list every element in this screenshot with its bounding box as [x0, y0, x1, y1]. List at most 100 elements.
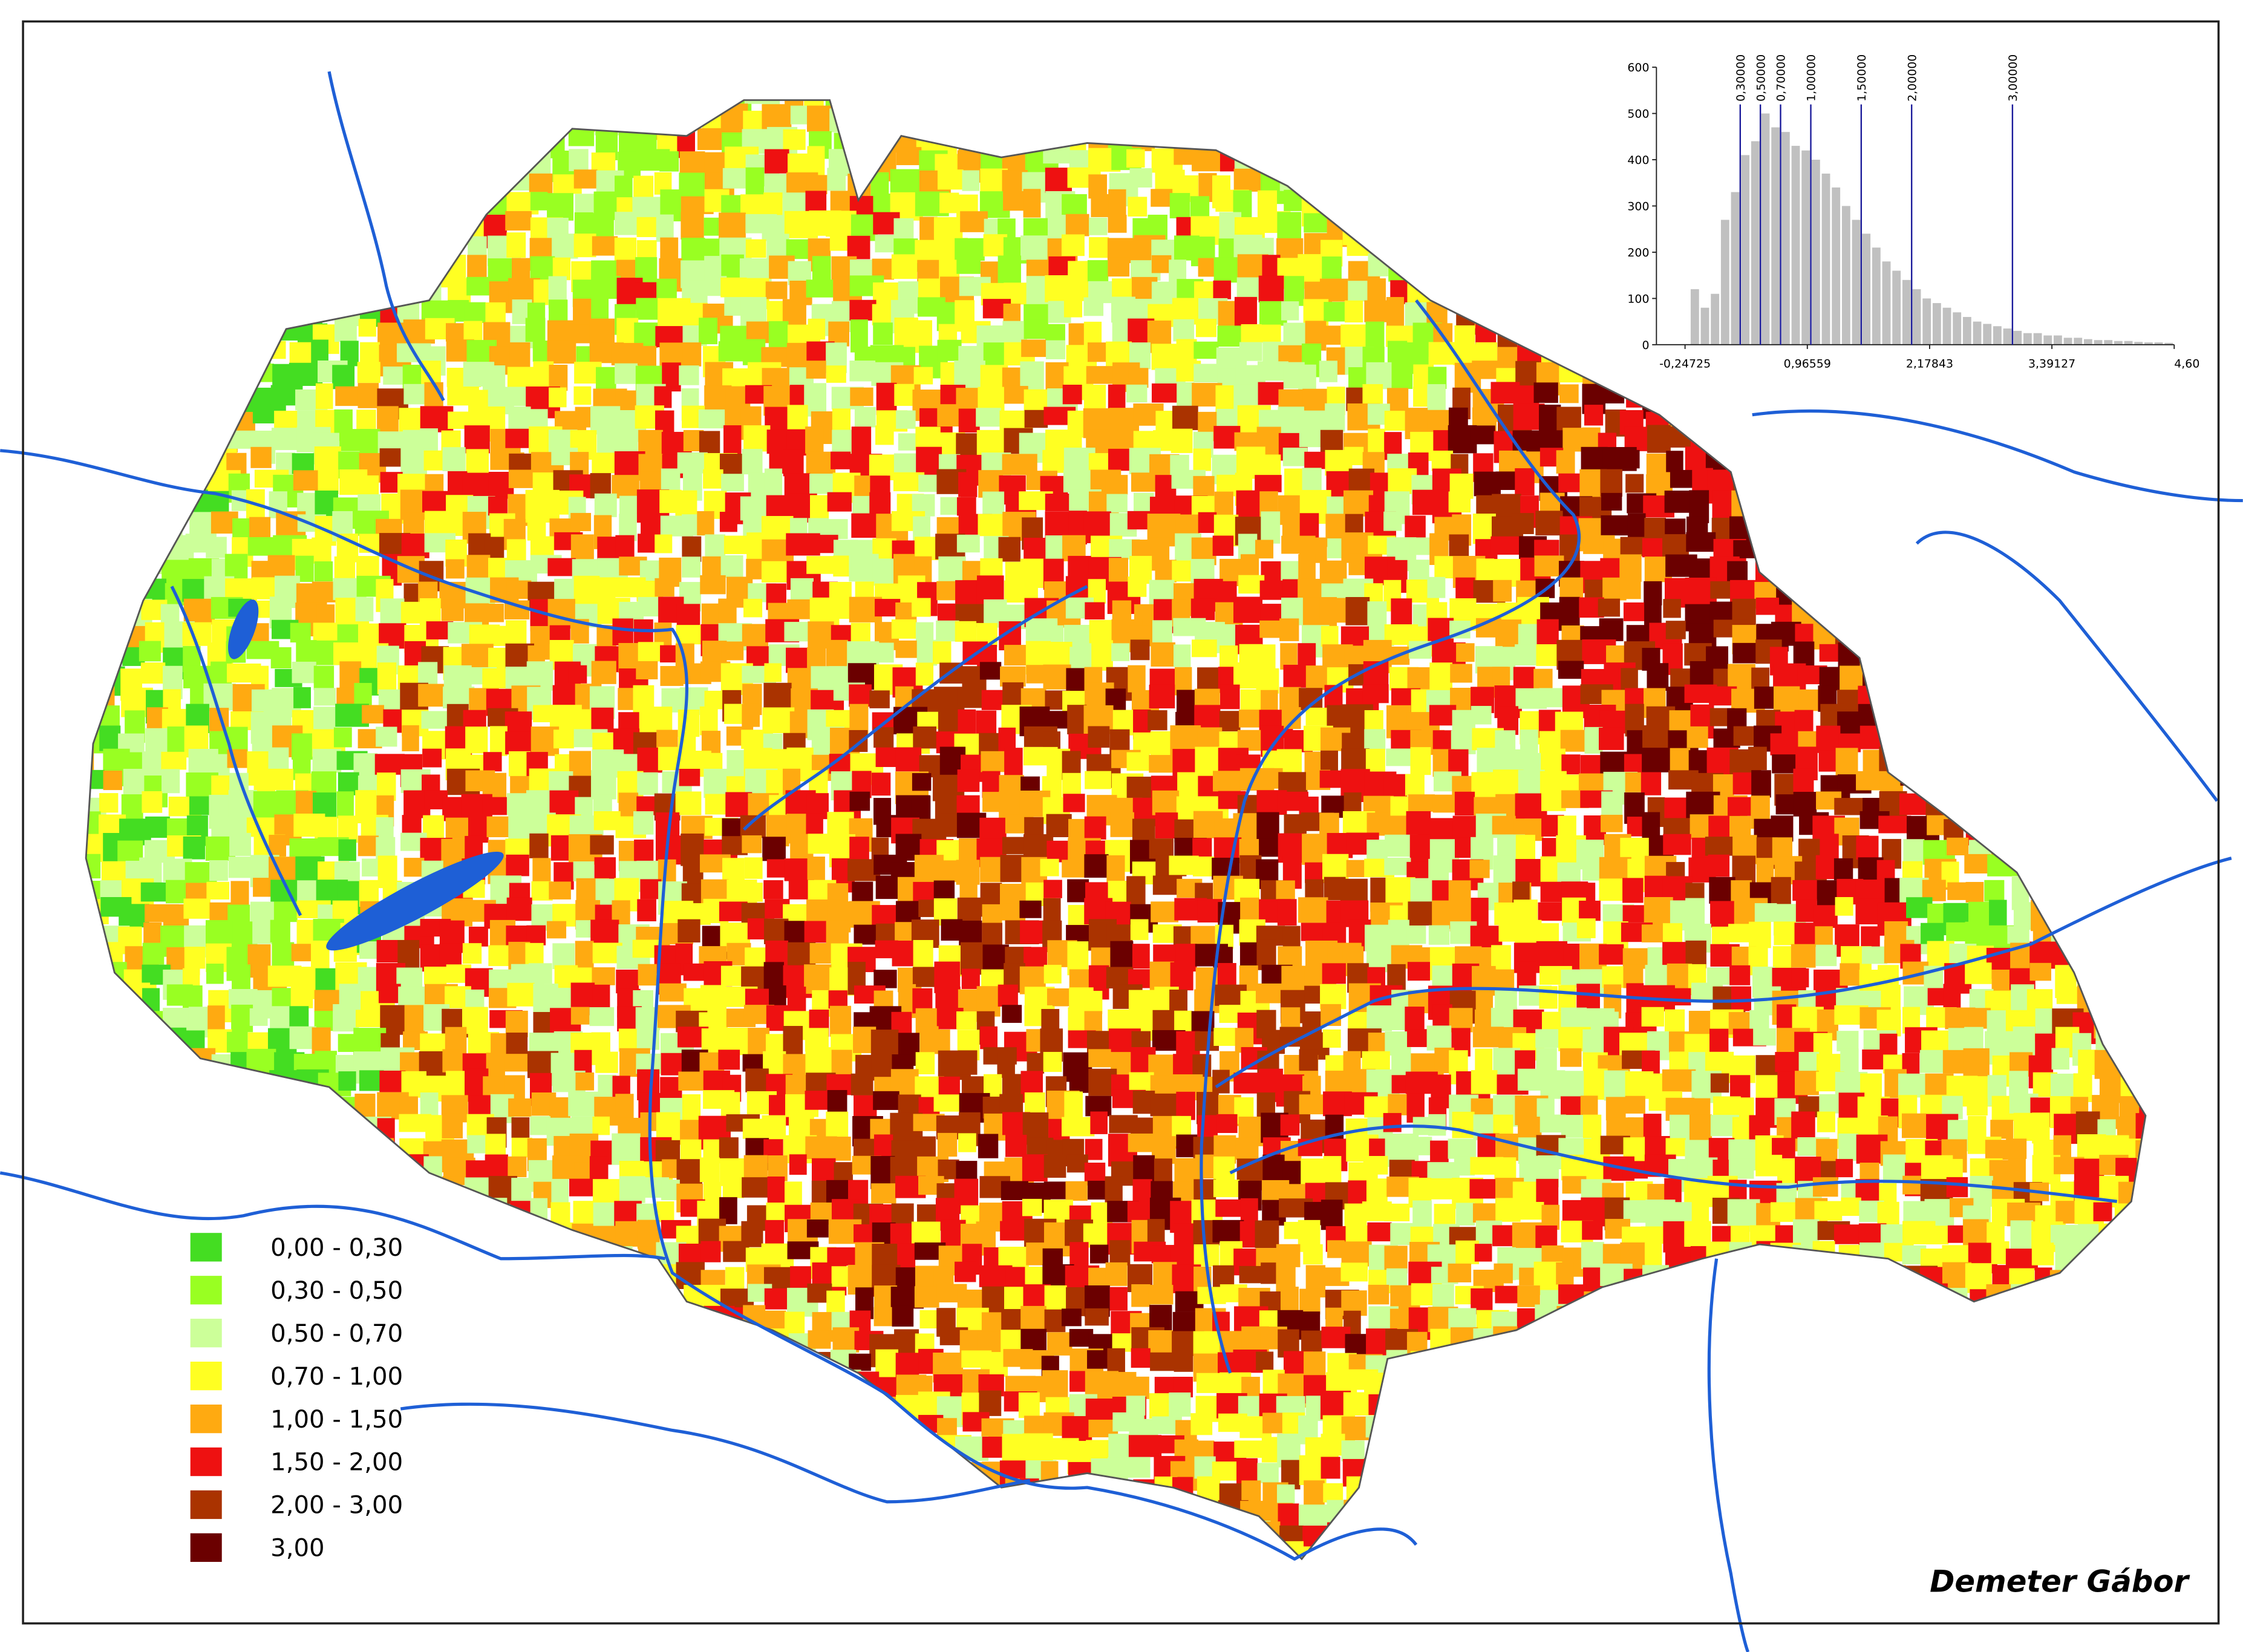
region-cell — [854, 924, 878, 945]
region-cell — [1213, 1028, 1238, 1046]
region-cell — [355, 597, 374, 622]
region-cell — [422, 748, 442, 768]
region-cell — [1965, 962, 1992, 984]
region-cell — [634, 839, 654, 862]
region-cell — [1151, 255, 1172, 273]
region-cell — [1046, 814, 1072, 837]
region-cell — [1129, 168, 1152, 188]
region-cell — [590, 835, 614, 855]
region-cell — [912, 598, 931, 617]
region-cell — [832, 408, 851, 431]
region-cell — [362, 705, 384, 723]
region-cell — [1556, 450, 1575, 474]
region-cell — [1024, 538, 1047, 561]
region-cell — [1322, 963, 1346, 984]
region-cell — [1856, 835, 1879, 860]
region-cell — [742, 1177, 771, 1198]
region-cell — [209, 860, 228, 881]
region-cell — [1261, 511, 1281, 544]
region-cell — [656, 214, 674, 242]
region-cell — [614, 237, 637, 264]
region-cell — [1558, 473, 1582, 492]
region-cell — [1233, 596, 1263, 623]
region-cell — [851, 426, 872, 456]
region-cell — [997, 255, 1021, 285]
region-cell — [656, 1112, 681, 1141]
region-cell — [1619, 578, 1641, 599]
region-cell — [980, 1026, 998, 1050]
region-cell — [525, 318, 546, 342]
region-cell — [1533, 382, 1558, 403]
region-cell — [1343, 1051, 1361, 1071]
region-cell — [1278, 946, 1302, 967]
region-cell — [638, 964, 657, 986]
region-cell — [1512, 513, 1534, 534]
region-cell — [612, 618, 633, 645]
region-cell — [933, 217, 963, 239]
region-cell — [677, 919, 700, 943]
region-cell — [1641, 1007, 1665, 1027]
region-cell — [486, 816, 509, 838]
region-cell — [633, 811, 654, 835]
region-cell — [2051, 1048, 2069, 1070]
region-cell — [1835, 897, 1853, 916]
region-cell — [2006, 1138, 2027, 1159]
region-cell — [1838, 1133, 1858, 1161]
region-cell — [1753, 1028, 1776, 1046]
region-cell — [490, 726, 508, 756]
region-cell — [356, 410, 376, 431]
region-cell — [826, 639, 848, 670]
region-cell — [636, 298, 660, 320]
region-cell — [311, 339, 328, 365]
region-cell — [976, 408, 1001, 427]
region-cell — [1536, 644, 1559, 667]
region-cell — [913, 726, 937, 749]
region-cell — [333, 727, 352, 748]
region-cell — [1903, 839, 1925, 865]
region-cell — [2009, 1071, 2028, 1097]
region-cell — [442, 447, 466, 471]
region-cell — [697, 511, 714, 536]
region-cell — [1319, 278, 1348, 302]
region-cell — [742, 449, 763, 475]
region-cell — [1428, 1114, 1446, 1136]
region-cell — [1536, 1048, 1557, 1072]
region-cell — [1471, 705, 1492, 725]
region-cell — [740, 815, 766, 838]
region-cell — [1323, 1156, 1342, 1185]
region-cell — [484, 537, 504, 559]
region-cell — [1089, 237, 1109, 258]
region-cell — [762, 100, 780, 106]
region-cell — [270, 919, 290, 942]
region-cell — [703, 469, 723, 489]
region-cell — [679, 365, 699, 385]
region-cell — [569, 1178, 593, 1197]
region-cell — [761, 561, 788, 583]
region-cell — [1172, 405, 1198, 431]
region-cell — [873, 970, 897, 988]
region-cell — [1173, 319, 1195, 342]
region-cell — [1775, 1052, 1801, 1072]
region-cell — [1665, 1138, 1686, 1157]
region-cell — [720, 277, 747, 298]
region-cell — [334, 556, 356, 581]
region-cell — [1598, 598, 1621, 617]
region-cell — [183, 898, 211, 919]
region-cell — [1387, 341, 1408, 365]
region-cell — [506, 897, 532, 921]
region-cell — [1019, 575, 1037, 595]
region-cell — [1406, 926, 1426, 944]
region-cell — [270, 647, 292, 668]
region-cell — [1151, 537, 1170, 562]
region-cell — [913, 367, 933, 385]
region-cell — [547, 193, 574, 221]
region-cell — [1319, 598, 1350, 623]
region-cell — [1169, 989, 1188, 1014]
region-cell — [506, 854, 529, 877]
region-cell — [1174, 644, 1191, 667]
region-cell — [1176, 1091, 1195, 1120]
region-cell — [1257, 324, 1281, 343]
region-cell — [1921, 1030, 1951, 1053]
region-cell — [511, 1178, 532, 1205]
region-cell — [1490, 536, 1520, 555]
